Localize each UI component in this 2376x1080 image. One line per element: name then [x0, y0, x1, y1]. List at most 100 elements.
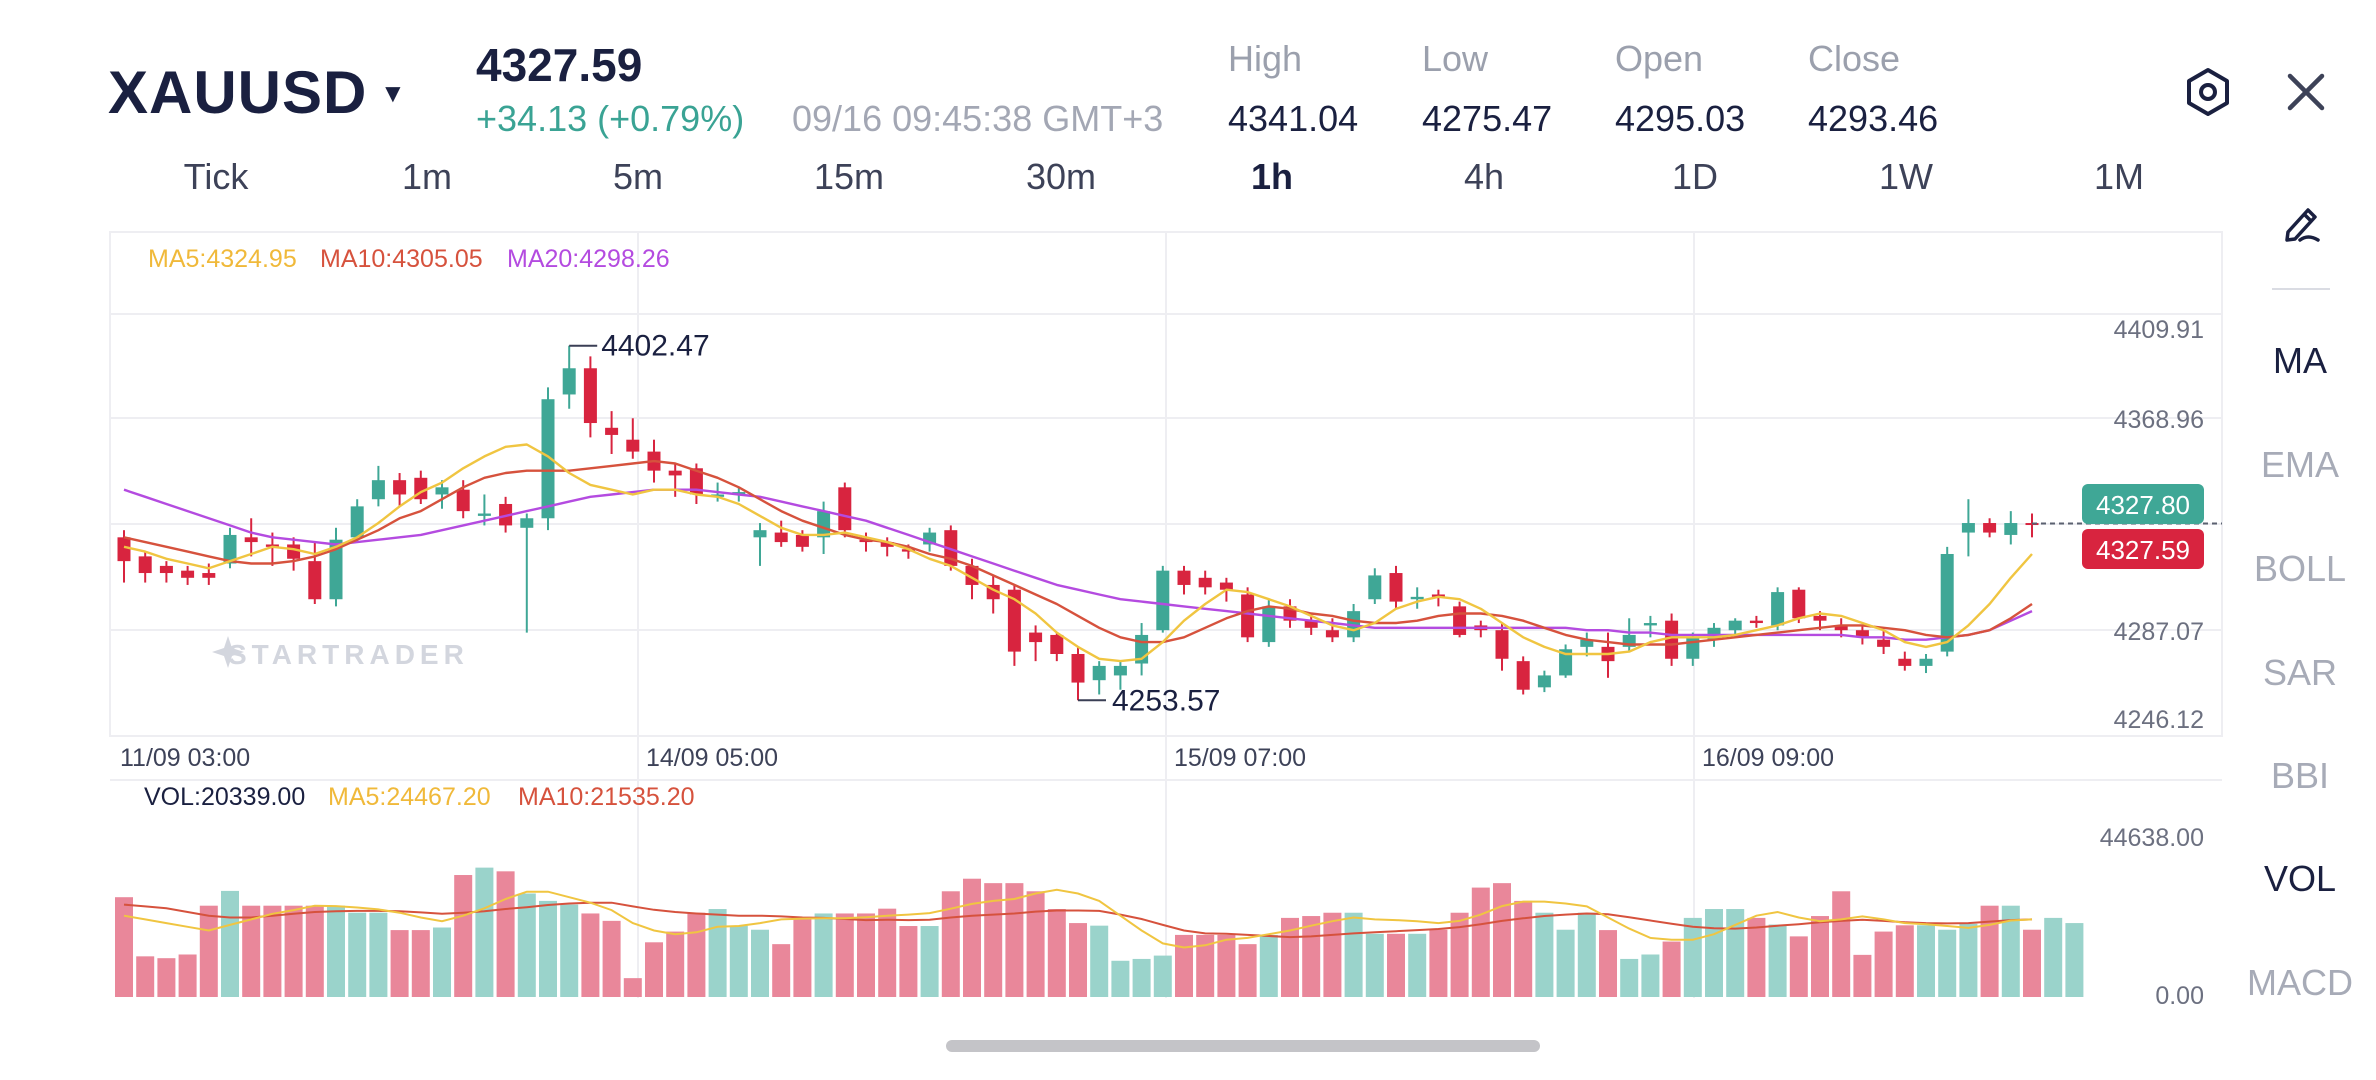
- vol_ma10-line: [123, 901, 2033, 939]
- candle: [1622, 618, 1636, 652]
- stat-low-value: 4275.47: [1422, 98, 1553, 139]
- volume-bar: [814, 913, 833, 997]
- legend-ma10: MA10:4305.05: [320, 245, 483, 273]
- candle: [435, 480, 449, 509]
- tab-4h[interactable]: 4h: [1463, 156, 1505, 197]
- volume-bar: [623, 978, 642, 997]
- current-price-tag: 4327.80: [2082, 484, 2204, 524]
- candle: [1919, 653, 1933, 674]
- y-tick-label: 4368.96: [2114, 406, 2204, 434]
- volume-bar: [1302, 916, 1321, 997]
- hexagon-settings-icon[interactable]: [2180, 64, 2236, 120]
- tab-1mo[interactable]: 1M: [2093, 156, 2145, 197]
- tab-30m[interactable]: 30m: [1025, 156, 1097, 197]
- tab-5m[interactable]: 5m: [612, 156, 664, 197]
- volume-bar: [1853, 954, 1872, 997]
- chevron-down-icon[interactable]: ▼: [380, 78, 406, 108]
- volume-bar: [1705, 909, 1723, 997]
- y-tick-label: 4287.07: [2114, 618, 2204, 646]
- candle: [1368, 568, 1382, 604]
- indicator-ma[interactable]: MA: [2273, 340, 2327, 381]
- quote-datetime: 09/16 09:45:38 GMT+3: [792, 98, 1164, 139]
- indicator-sar[interactable]: SAR: [2262, 652, 2338, 693]
- indicator-boll[interactable]: BOLL: [2253, 548, 2347, 589]
- candle: [1177, 565, 1191, 595]
- volume-bar: [1387, 933, 1405, 997]
- tab-15m[interactable]: 15m: [813, 156, 885, 197]
- candle: [1537, 670, 1551, 693]
- volume-bar: [1217, 934, 1236, 997]
- volume-bar: [1832, 891, 1851, 997]
- volume-bar: [1938, 929, 1957, 997]
- x-tick-label: 14/09 05:00: [646, 744, 778, 772]
- indicator-ema[interactable]: EMA: [2260, 444, 2340, 485]
- volume-bar: [1662, 941, 1681, 997]
- volume-bar: [1026, 891, 1045, 997]
- price-change: +34.13 (+0.79%): [476, 98, 745, 139]
- legend-ma5: MA5:4324.95: [148, 245, 297, 273]
- candle: [1198, 570, 1212, 595]
- volume-bar: [1408, 933, 1427, 997]
- candle: [626, 418, 640, 459]
- volume-bar: [1005, 883, 1024, 997]
- volume-bar: [1641, 954, 1660, 997]
- tab-tick[interactable]: Tick: [183, 156, 249, 197]
- volume-bar: [1811, 916, 1829, 997]
- candle: [1559, 644, 1573, 678]
- ma10-line: [123, 459, 2033, 646]
- volume-bar: [517, 893, 536, 997]
- candle: [1156, 565, 1170, 633]
- volume-bar: [284, 905, 303, 997]
- volume-bar: [1365, 933, 1384, 997]
- price-chart[interactable]: STARTRADER MA5:4324.95 MA10:4305.05 MA20…: [0, 0, 2376, 1010]
- candle: [605, 411, 619, 454]
- last-price-label: 4327.59: [2096, 535, 2190, 565]
- candle: [371, 465, 385, 507]
- vol-y-tick-label: 44638.00: [2100, 824, 2204, 852]
- pen-icon[interactable]: [2278, 198, 2326, 246]
- candle: [414, 470, 428, 504]
- volume-bar: [327, 905, 345, 997]
- candle: [181, 565, 195, 585]
- stat-open-value: 4295.03: [1615, 98, 1746, 139]
- close-icon[interactable]: [2280, 66, 2332, 118]
- x-tick-label: 15/09 07:00: [1174, 744, 1306, 772]
- volume-bar: [963, 878, 981, 997]
- volume-bar: [1323, 912, 1342, 997]
- candle: [753, 523, 767, 566]
- current-price: 4327.59: [476, 39, 643, 91]
- max-annotation: 4402.47: [569, 330, 710, 363]
- candle: [1771, 587, 1785, 631]
- tab-1m[interactable]: 1m: [401, 156, 453, 197]
- volume-bar: [1768, 924, 1787, 997]
- volume-bar: [751, 929, 769, 997]
- indicator-vol[interactable]: VOL: [2263, 858, 2337, 899]
- tab-1d[interactable]: 1D: [1671, 156, 1719, 197]
- home-indicator: [946, 1040, 1540, 1052]
- candle: [2025, 513, 2039, 538]
- volume-bar: [2023, 929, 2041, 997]
- volume-bar: [1175, 934, 1193, 997]
- volume-bar: [1514, 900, 1533, 997]
- ma20-line: [123, 488, 2033, 641]
- symbol-selector[interactable]: XAUUSD: [108, 59, 368, 126]
- candle: [583, 356, 597, 438]
- indicator-macd[interactable]: MACD: [2247, 962, 2353, 1003]
- tab-1w[interactable]: 1W: [1879, 156, 1933, 197]
- watermark-text: STARTRADER: [228, 639, 469, 670]
- volume-bar: [305, 905, 324, 997]
- candle: [308, 542, 322, 604]
- ma-lines-layer: [123, 443, 2033, 663]
- candle: [774, 520, 788, 547]
- volume-bar: [369, 912, 388, 997]
- tab-1h[interactable]: 1h: [1250, 156, 1294, 197]
- indicator-bbi[interactable]: BBI: [2270, 755, 2330, 796]
- stat-high-label: High: [1228, 38, 1303, 79]
- volume-bar: [1980, 905, 1999, 997]
- volume-bar: [1599, 930, 1617, 997]
- volume-bar: [1471, 887, 1490, 997]
- volume-bar: [2001, 905, 2020, 997]
- candle: [1113, 661, 1127, 690]
- volume-bar: [1535, 912, 1554, 997]
- volume-bar: [115, 897, 133, 997]
